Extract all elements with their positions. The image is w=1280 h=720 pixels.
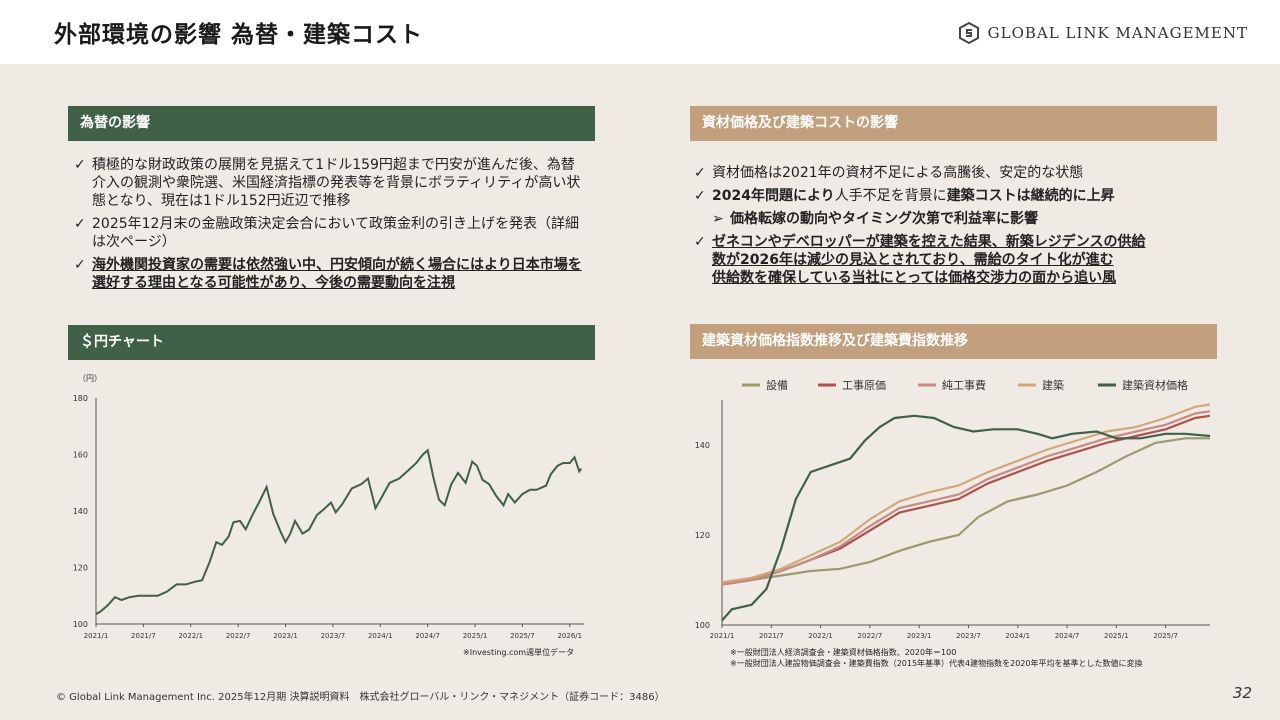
legend-label: 設備	[766, 378, 788, 392]
page-title: 外部環境の影響 為替・建築コスト	[54, 22, 424, 48]
fx-section-header: 為替の影響	[68, 106, 595, 141]
legend-item: 設備	[742, 378, 788, 392]
x-tick-label: 2023/1	[907, 632, 932, 640]
series-line-純工事費	[721, 410, 1211, 586]
x-tick-label: 2021/7	[131, 632, 156, 640]
x-tick-label: 2026/1	[557, 632, 582, 640]
series-line-建築	[721, 403, 1211, 584]
legend-label: 建築資材価格	[1122, 378, 1188, 392]
fx-bullet-1: ✓ 積極的な財政政策の展開を見据えて1ドル159円超まで円安が進んだ後、為替介入の…	[74, 157, 581, 209]
usdjpy-line-chart: （円） 100 120 140 160 180 2021/1 2021/7 2022/1 2022…	[73, 374, 584, 640]
usdjpy-chart-header: ＄円チャート	[68, 325, 595, 360]
x-tick-label: 2022/7	[226, 632, 251, 640]
x-tick-label: 2024/7	[415, 632, 440, 640]
logo-text: GLOBAL LINK MANAGEMENT	[987, 24, 1248, 42]
y-tick-label: 140	[73, 507, 88, 516]
cost-section-header: 資材価格及び建築コストの影響	[690, 106, 1217, 141]
y-tick-label: 160	[73, 451, 88, 460]
cost-bullet-list: ✓ 資材価格は2021年の資材不足による高騰後、安定的な状態 ✓ 2024年問題によ…	[694, 164, 1216, 292]
x-tick-label: 2023/7	[321, 632, 346, 640]
footer-copyright: © Global Link Management Inc. 2025年12月期 …	[56, 692, 665, 703]
legend-item: 建築	[1018, 378, 1064, 392]
company-logo: GLOBAL LINK MANAGEMENT	[958, 22, 1248, 44]
legend-item: 工事原価	[818, 379, 886, 392]
fx-bullet-list: ✓ 積極的な財政政策の展開を見据えて1ドル159円超まで円安が進んだ後、為替介入の…	[74, 156, 586, 297]
x-tick-label: 2024/1	[1005, 632, 1030, 640]
legend-label: 工事原価	[842, 379, 886, 392]
legend-label: 純工事費	[942, 378, 986, 392]
x-tick-label: 2022/7	[858, 632, 883, 640]
x-tick-label: 2025/7	[1153, 632, 1178, 640]
cost-chart-note-1: ※一般財団法人経済調査会・建築資材価格指数、2020年＝100	[730, 648, 957, 657]
construction-cost-line-chart: 設備 工事原価 純工事費 建築 建築資材価格 100 120 140 2021/1 2021/7 2…	[695, 378, 1211, 640]
check-icon: ✓	[74, 157, 86, 173]
check-icon: ✓	[694, 234, 706, 250]
y-tick-label: 120	[695, 531, 710, 540]
cost-sub-bullet: ➢ 価格転嫁の動向やタイミング次第で利益率に影響	[712, 211, 1038, 227]
check-icon: ✓	[694, 165, 706, 181]
cost-chart-note-2: ※一般財団法人建設物価調査会・建築費指数（2015年基準）代表4建物指数を202…	[730, 659, 1143, 668]
y-tick-label: 140	[695, 441, 710, 450]
x-tick-label: 2021/1	[710, 632, 735, 640]
page-number: 32	[1232, 684, 1252, 702]
fx-bullet-2: ✓ 2025年12月末の金融政策決定会合において政策金利の引き上げを発表（詳細は次…	[74, 216, 580, 250]
legend-label: 建築	[1042, 378, 1064, 392]
x-tick-label: 2022/1	[808, 632, 833, 640]
x-tick-label: 2025/1	[463, 632, 488, 640]
y-tick-label: 180	[73, 394, 88, 403]
cost-chart-header: 建築資材価格指数推移及び建築費指数推移	[690, 324, 1217, 359]
check-icon: ✓	[74, 216, 86, 232]
check-icon: ✓	[694, 188, 706, 204]
x-tick-label: 2024/7	[1055, 632, 1080, 640]
series-line-設備	[721, 437, 1210, 586]
top-bar	[0, 0, 1280, 64]
y-tick-label: 100	[695, 621, 710, 630]
usdjpy-series-line	[95, 448, 583, 615]
x-tick-label: 2025/7	[510, 632, 535, 640]
y-tick-label: 100	[73, 620, 88, 629]
legend-item: 建築資材価格	[1098, 378, 1188, 392]
check-icon: ✓	[74, 257, 86, 273]
arrow-right-icon: ➢	[712, 211, 724, 227]
cost-bullet-1: ✓ 資材価格は2021年の資材不足による高騰後、安定的な状態	[694, 165, 1084, 181]
cost-bullet-2: ✓ 2024年問題により人手不足を背景に建築コストは継続的に上昇	[694, 188, 1115, 204]
y-axis-unit-label: （円）	[78, 374, 102, 383]
series-line-建築資材価格	[721, 414, 1211, 622]
y-tick-label: 120	[73, 564, 88, 573]
x-tick-label: 2024/1	[368, 632, 393, 640]
fx-chart-note: ※Investing.com週単位データ	[463, 648, 575, 657]
x-tick-label: 2023/1	[273, 632, 298, 640]
fx-bullet-3: ✓ 海外機関投資家の需要は依然強い中、円安傾向が続く場合にはより日本市場を選好する…	[74, 257, 582, 291]
x-tick-label: 2021/1	[84, 632, 109, 640]
legend-item: 純工事費	[918, 378, 986, 392]
x-tick-label: 2023/7	[956, 632, 981, 640]
x-tick-label: 2021/7	[759, 632, 784, 640]
cost-bullet-3: ✓ ゼネコンやデベロッパーが建築を控えた結果、新築レジデンスの供給 数が2026年は…	[694, 234, 1146, 286]
x-tick-label: 2025/1	[1104, 632, 1129, 640]
gs-logo-icon	[958, 22, 979, 44]
x-tick-label: 2022/1	[178, 632, 203, 640]
